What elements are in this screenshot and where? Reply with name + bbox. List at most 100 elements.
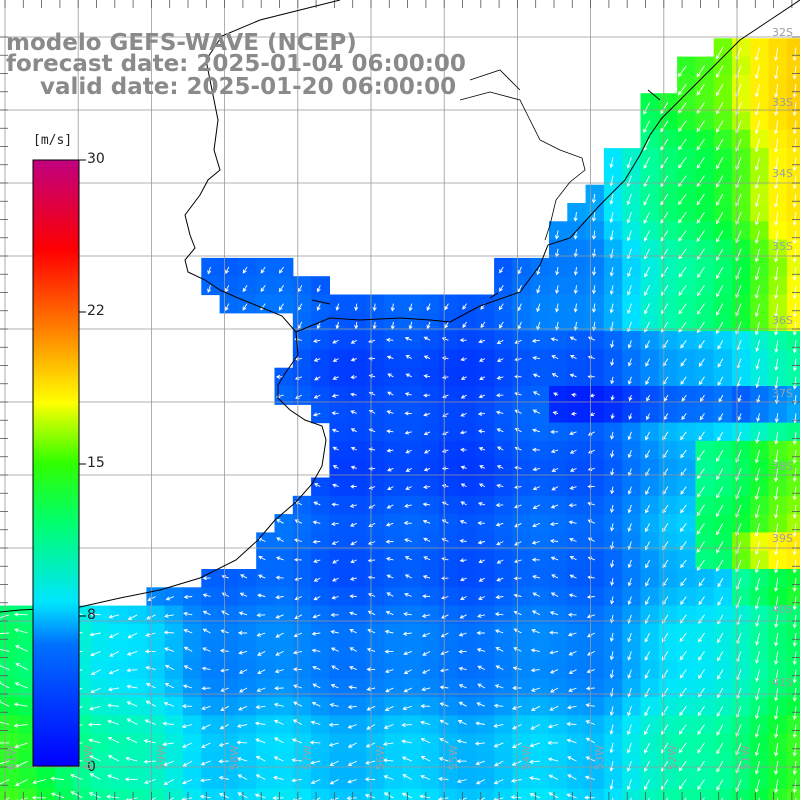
wind-cell [530,678,550,698]
wind-arrow [774,596,779,611]
wind-arrow [347,779,357,784]
wind-cell [366,477,385,497]
wind-cell [274,257,294,277]
wind-arrow [680,577,687,587]
wind-arrow [531,610,541,616]
wind-arrow [755,340,760,353]
wind-cell [91,788,111,800]
wind-arrow [551,574,559,579]
wind-cell [549,770,568,790]
wind-cell [347,697,367,716]
wind-cell [384,422,404,442]
wind-cell [0,642,19,662]
wind-cell [402,495,422,515]
wind-arrow [332,446,339,451]
wind-cell [292,623,312,643]
wind-cell [567,697,587,716]
wind-cell [457,770,477,790]
wind-arrow [309,740,321,745]
wind-cell [164,660,184,680]
wind-arrow [367,628,376,634]
wind-arrow [109,651,120,657]
wind-arrow [610,523,615,532]
wind-arrow [792,248,797,263]
wind-arrow [181,724,193,729]
wind-cell [384,569,404,588]
wind-cell [146,660,166,680]
wind-cell [311,605,330,625]
wind-arrow [510,795,522,800]
wind-cell [439,605,459,625]
wind-cell [347,678,367,698]
wind-cell [457,349,477,369]
wind-arrow [164,664,175,671]
wind-arrow [680,358,687,367]
wind-cell [91,715,111,735]
wind-arrow [716,266,724,280]
wind-cell [530,386,550,405]
wind-arrow [457,720,467,725]
wind-arrow [0,614,10,620]
wind-arrow [422,594,431,599]
wind-cell [640,257,660,277]
wind-arrow [108,632,120,639]
wind-arrow [517,303,522,312]
wind-arrow [792,157,797,172]
wind-arrow [628,413,633,420]
wind-cell [402,404,422,424]
wind-cell [567,550,587,570]
wind-arrow [426,321,431,330]
wind-cell [366,788,385,800]
wind-cell [732,495,751,515]
wind-cell [567,642,587,662]
wind-arrow [107,687,120,692]
wind-arrow [349,629,358,634]
wind-arrow [754,742,760,757]
wind-arrow [126,718,138,725]
wind-arrow [716,523,724,536]
wind-cell [475,770,495,790]
wind-arrow [792,120,797,135]
wind-cell [384,788,404,800]
wind-arrow [238,669,248,674]
wind-cell [256,550,276,570]
wind-cell [201,642,221,662]
wind-arrow [350,559,357,564]
wind-arrow [476,648,486,653]
wind-arrow [423,485,431,490]
wind-arrow [460,357,467,362]
wind-cell [549,752,568,771]
wind-arrow [458,632,467,637]
wind-arrow [717,376,724,386]
wind-arrow [460,447,467,452]
wind-cell [494,367,513,387]
wind-arrow [717,577,724,588]
wind-arrow [390,303,395,312]
wind-arrow [644,779,651,791]
wind-cell [585,550,605,570]
wind-arrow [774,559,779,574]
wind-cell [183,715,202,735]
wind-cell [475,495,495,515]
wind-cell [475,440,495,460]
wind-cell [402,514,422,533]
wind-arrow [566,793,577,799]
wind-cell [695,788,715,800]
wind-arrow [756,413,761,423]
wind-arrow [697,742,705,754]
wind-arrow [347,724,357,729]
wind-arrow [144,649,156,654]
wind-arrow [242,285,248,293]
wind-arrow [477,429,485,434]
wind-cell [439,495,459,515]
wind-cell [329,514,349,533]
wind-cell [640,788,660,800]
wind-arrow [423,355,431,360]
wind-arrow [716,504,724,518]
wind-arrow [754,321,760,336]
wind-arrow [207,285,212,293]
wind-cell [530,550,550,570]
wind-arrow [460,465,467,470]
wind-arrow [699,413,705,421]
wind-arrow [610,395,615,401]
